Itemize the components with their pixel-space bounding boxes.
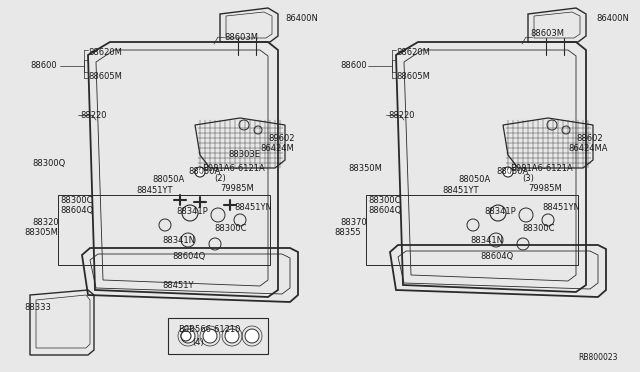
Circle shape [245, 329, 259, 343]
Text: 88050A: 88050A [496, 167, 528, 176]
Text: 79985M: 79985M [528, 183, 562, 192]
Circle shape [181, 331, 191, 341]
Text: 88220: 88220 [80, 110, 106, 119]
Text: 88050A: 88050A [188, 167, 220, 176]
Text: 86424MA: 86424MA [568, 144, 607, 153]
Text: 88333: 88333 [24, 304, 51, 312]
Text: 88303E: 88303E [228, 150, 260, 158]
Circle shape [503, 167, 513, 177]
Text: 88300C: 88300C [60, 196, 93, 205]
Text: 88355: 88355 [334, 228, 360, 237]
Text: 88220: 88220 [388, 110, 415, 119]
Text: 88300C: 88300C [522, 224, 554, 232]
Text: 88620M: 88620M [88, 48, 122, 57]
Circle shape [203, 329, 217, 343]
Text: B: B [505, 170, 509, 174]
Text: B081A6-6121A: B081A6-6121A [510, 164, 573, 173]
Text: 88604Q: 88604Q [368, 205, 401, 215]
Text: RB800023: RB800023 [579, 353, 618, 362]
Text: (3): (3) [522, 173, 534, 183]
Text: 88341N: 88341N [162, 235, 195, 244]
Text: (4): (4) [192, 337, 204, 346]
Text: B0B566-61210: B0B566-61210 [178, 326, 241, 334]
Text: 88604Q: 88604Q [480, 251, 513, 260]
Text: 88050A: 88050A [152, 174, 184, 183]
Text: 88370: 88370 [340, 218, 367, 227]
Text: (2): (2) [214, 173, 226, 183]
Text: 86424M: 86424M [260, 144, 294, 153]
Text: 86400N: 86400N [285, 13, 318, 22]
Text: B081A6-6121A: B081A6-6121A [202, 164, 265, 173]
Text: 88602: 88602 [576, 134, 603, 142]
Text: 88603M: 88603M [224, 32, 258, 42]
Text: 88300Q: 88300Q [32, 158, 65, 167]
Text: 88620M: 88620M [396, 48, 430, 57]
Text: 88451YT: 88451YT [136, 186, 173, 195]
Text: 88050A: 88050A [458, 174, 490, 183]
Text: 88300C: 88300C [368, 196, 401, 205]
Text: 88600: 88600 [30, 61, 56, 70]
Text: 88451Y: 88451Y [162, 280, 193, 289]
Text: 88451YT: 88451YT [442, 186, 479, 195]
Text: 88300C: 88300C [214, 224, 246, 232]
Text: 88600: 88600 [340, 61, 367, 70]
Text: 89602: 89602 [268, 134, 294, 142]
Text: 88604Q: 88604Q [60, 205, 93, 215]
Text: 88451YN: 88451YN [234, 202, 272, 212]
Text: 88341P: 88341P [484, 206, 516, 215]
Text: 88341N: 88341N [470, 235, 503, 244]
Circle shape [195, 167, 205, 177]
Text: 88350M: 88350M [348, 164, 382, 173]
Circle shape [225, 329, 239, 343]
Text: 88605M: 88605M [88, 71, 122, 80]
Text: 79985M: 79985M [220, 183, 253, 192]
Text: 88451YN: 88451YN [542, 202, 580, 212]
Text: B: B [197, 170, 201, 174]
Circle shape [181, 329, 195, 343]
Text: 86400N: 86400N [596, 13, 629, 22]
Text: B: B [183, 334, 188, 339]
Text: 88603M: 88603M [530, 29, 564, 38]
Text: 88604Q: 88604Q [172, 251, 205, 260]
Text: 88605M: 88605M [396, 71, 430, 80]
Text: 88341P: 88341P [176, 206, 208, 215]
Text: 88320: 88320 [32, 218, 59, 227]
Text: 88305M: 88305M [24, 228, 58, 237]
